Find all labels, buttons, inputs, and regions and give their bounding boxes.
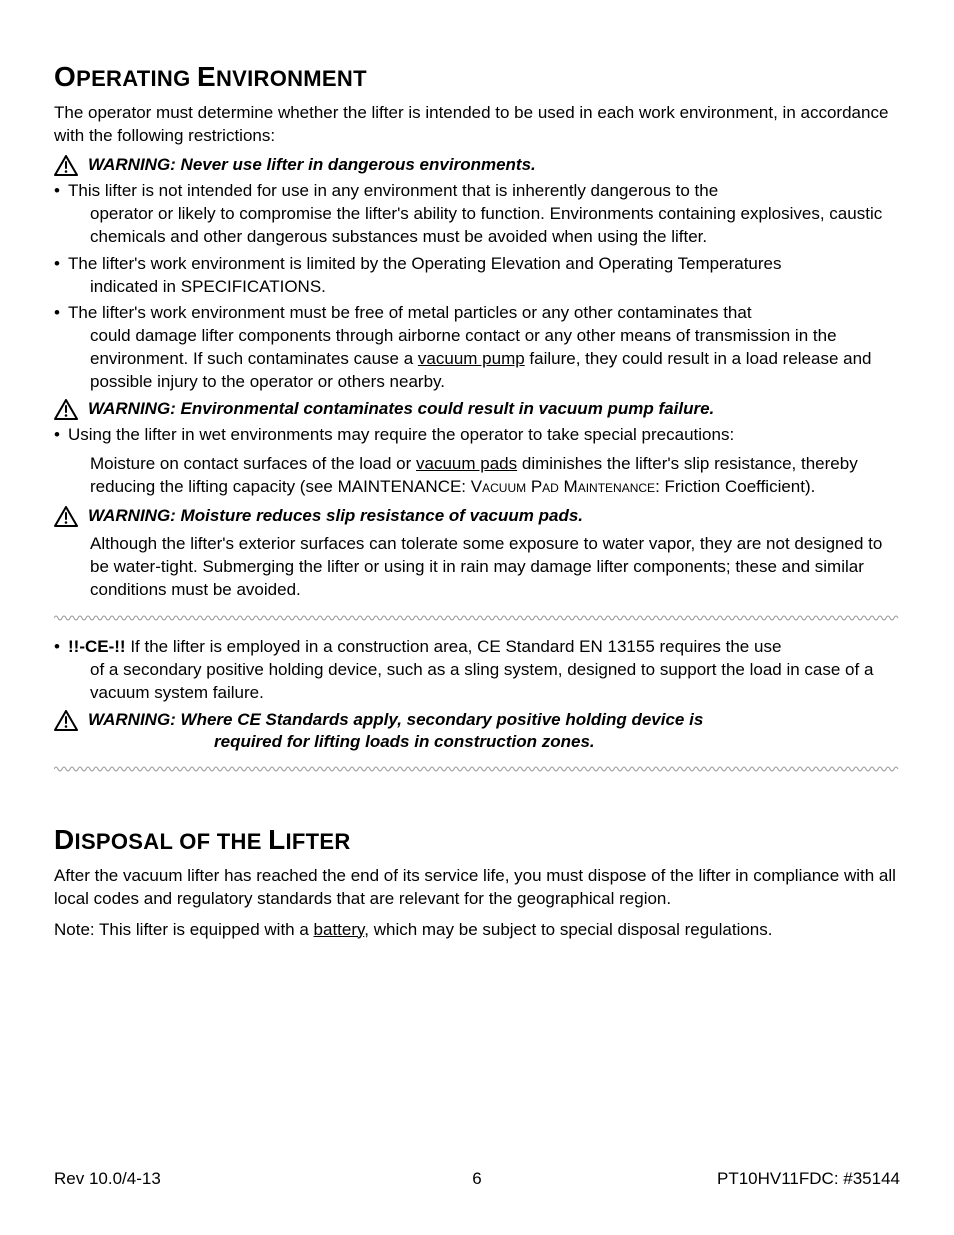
- heading-initial: O: [54, 61, 76, 92]
- warning-row: WARNING: Never use lifter in dangerous e…: [54, 154, 900, 176]
- underlined-term: battery: [314, 920, 365, 939]
- warning-row: WARNING: Moisture reduces slip resistanc…: [54, 505, 900, 527]
- warning-text: WARNING: Environmental contaminates coul…: [88, 398, 714, 420]
- page-body: OPERATING ENVIRONMENT The operator must …: [54, 58, 900, 942]
- underlined-term: vacuum pads: [416, 454, 517, 473]
- bullet-hanging: operator or likely to compromise the lif…: [68, 203, 900, 249]
- bullet-item: • This lifter is not intended for use in…: [54, 180, 900, 249]
- sub-paragraph: Moisture on contact surfaces of the load…: [54, 453, 900, 499]
- warning-text: WARNING: Where CE Standards apply, secon…: [88, 709, 703, 753]
- bullet-first-line: This lifter is not intended for use in a…: [68, 181, 718, 200]
- smallcaps-run: Vacuum Pad Maintenance: [471, 477, 655, 496]
- bullet-first-line: The lifter's work environment is limited…: [68, 254, 782, 273]
- warning-triangle-icon: [54, 506, 78, 527]
- section-heading-operating-environment: OPERATING ENVIRONMENT: [54, 58, 900, 96]
- bullet-item: • Using the lifter in wet environments m…: [54, 424, 900, 447]
- heading-initial: D: [54, 824, 75, 855]
- sub-paragraph: Although the lifter's exterior surfaces …: [54, 533, 900, 602]
- page-footer: Rev 10.0/4-13 6 PT10HV11FDC: #35144: [54, 1169, 900, 1189]
- bullet-item: • The lifter's work environment is limit…: [54, 253, 900, 299]
- heading-initial: E: [197, 61, 216, 92]
- underlined-term: vacuum pump: [418, 349, 525, 368]
- text-run: : Friction Coefficient).: [655, 477, 815, 496]
- warning-triangle-icon: [54, 710, 78, 731]
- bullet-first-line: If the lifter is employed in a construct…: [126, 637, 782, 656]
- text-run: Moisture on contact surfaces of the load…: [90, 454, 416, 473]
- heading-word: ISPOSAL OF THE: [75, 829, 269, 854]
- bullet-hanging: of a secondary positive holding device, …: [68, 659, 900, 705]
- warning-line1: WARNING: Where CE Standards apply, secon…: [88, 710, 703, 729]
- warning-triangle-icon: [54, 155, 78, 176]
- bullet-first-line: The lifter's work environment must be fr…: [68, 303, 752, 322]
- warning-row: WARNING: Environmental contaminates coul…: [54, 398, 900, 420]
- bullet-marker: •: [54, 302, 68, 325]
- bullet-text: Using the lifter in wet environments may…: [68, 424, 900, 447]
- bullet-first-line: Using the lifter in wet environments may…: [68, 425, 734, 444]
- heading-word: NVIRONMENT: [216, 66, 367, 91]
- heading-word: IFTER: [286, 829, 351, 854]
- warning-row: WARNING: Where CE Standards apply, secon…: [54, 709, 900, 753]
- intro-paragraph: The operator must determine whether the …: [54, 102, 900, 148]
- wavy-divider: [54, 614, 900, 622]
- warning-line2: required for lifting loads in constructi…: [88, 731, 703, 753]
- ce-emphasis: !!-CE-!!: [68, 637, 126, 656]
- bullet-marker: •: [54, 253, 68, 276]
- bullet-marker: •: [54, 424, 68, 447]
- bullet-text: !!-CE-!! If the lifter is employed in a …: [68, 636, 900, 705]
- heading-initial: L: [268, 824, 285, 855]
- warning-triangle-icon: [54, 399, 78, 420]
- bullet-hanging: could damage lifter components through a…: [68, 325, 900, 394]
- text-run: Note: This lifter is equipped with a: [54, 920, 314, 939]
- bullet-item-ce: • !!-CE-!! If the lifter is employed in …: [54, 636, 900, 705]
- bullet-hanging: indicated in SPECIFICATIONS.: [68, 276, 900, 299]
- bullet-text: The lifter's work environment must be fr…: [68, 302, 900, 394]
- text-run: , which may be subject to special dispos…: [364, 920, 772, 939]
- bullet-text: The lifter's work environment is limited…: [68, 253, 900, 299]
- bullet-text: This lifter is not intended for use in a…: [68, 180, 900, 249]
- paragraph: After the vacuum lifter has reached the …: [54, 865, 900, 911]
- wavy-divider: [54, 765, 900, 773]
- note-paragraph: Note: This lifter is equipped with a bat…: [54, 919, 900, 942]
- document-page: OPERATING ENVIRONMENT The operator must …: [0, 0, 954, 1235]
- heading-word: PERATING: [76, 66, 197, 91]
- warning-text: WARNING: Never use lifter in dangerous e…: [88, 154, 536, 176]
- section-heading-disposal: DISPOSAL OF THE LIFTER: [54, 821, 900, 859]
- bullet-marker: •: [54, 180, 68, 203]
- bullet-item: • The lifter's work environment must be …: [54, 302, 900, 394]
- bullet-marker: •: [54, 636, 68, 659]
- warning-text: WARNING: Moisture reduces slip resistanc…: [88, 505, 583, 527]
- footer-page-number: 6: [54, 1169, 900, 1189]
